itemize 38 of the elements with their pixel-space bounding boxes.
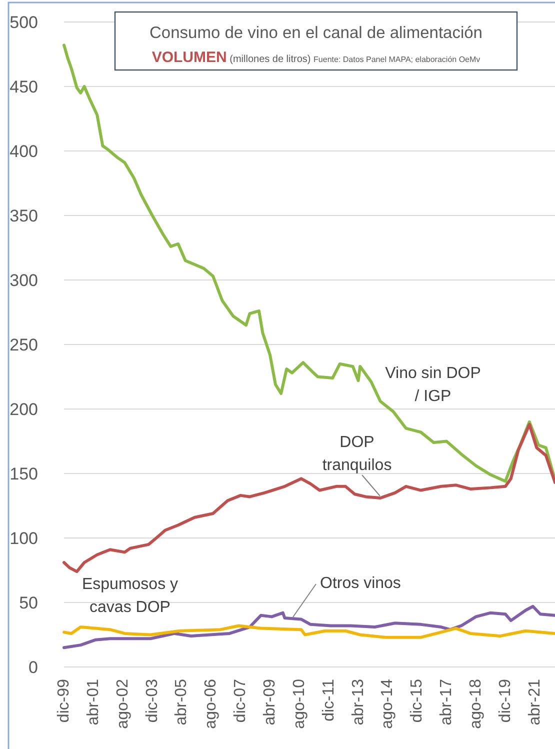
x-tick-label: abr-01 xyxy=(84,678,102,726)
chart-title: Consumo de vino en el canal de alimentación xyxy=(150,24,482,42)
x-tick-label: ago-02 xyxy=(114,678,132,729)
y-tick-label: 450 xyxy=(10,77,38,96)
y-tick-label: 500 xyxy=(10,12,38,32)
x-tick-label: ago-10 xyxy=(290,678,308,729)
x-tick-label: dic-07 xyxy=(232,678,250,723)
series-label: Otros vinos xyxy=(320,575,401,592)
line-series xyxy=(62,422,555,574)
y-tick-label: 400 xyxy=(10,142,38,161)
y-tick-label: 350 xyxy=(10,206,38,226)
line-series xyxy=(62,624,555,639)
x-tick-label: abr-17 xyxy=(438,678,456,726)
x-tick-label: dic-15 xyxy=(408,678,426,723)
x-tick-label: ago-06 xyxy=(202,678,220,729)
series-label: Vino sin DOP / IGP xyxy=(385,365,481,405)
y-tick-label: 50 xyxy=(19,593,38,612)
x-tick-label: dic-99 xyxy=(56,678,72,723)
x-tick-label: dic-11 xyxy=(320,678,338,722)
x-tick-label: dic-03 xyxy=(144,678,161,723)
x-tick-label: ago-14 xyxy=(379,678,396,729)
y-tick-label: 150 xyxy=(10,464,38,484)
y-tick-label: 300 xyxy=(10,270,38,290)
annotation: Fuente: Datos Panel MAPA; elaboración OeMv xyxy=(314,55,480,64)
x-tick-label: abr-21 xyxy=(526,678,544,726)
y-tick-label: 200 xyxy=(10,400,38,419)
text: VOLUMEN (millones de litros) xyxy=(152,49,314,66)
x-tick-label: dic-19 xyxy=(496,678,514,723)
x-tick-label: ago-18 xyxy=(467,678,484,729)
x-tick-label: abr-05 xyxy=(173,678,190,726)
y-tick-label: 100 xyxy=(10,528,38,548)
y-tick-label: 0 xyxy=(28,658,38,677)
x-tick-label: abr-13 xyxy=(350,678,367,726)
y-tick-label: 250 xyxy=(10,335,38,354)
series-label: DOP tranquilos xyxy=(322,434,392,474)
line-series xyxy=(62,44,555,483)
series-label: Espumosos y cavas DOP xyxy=(82,576,178,616)
x-tick-label: abr-09 xyxy=(261,678,278,726)
